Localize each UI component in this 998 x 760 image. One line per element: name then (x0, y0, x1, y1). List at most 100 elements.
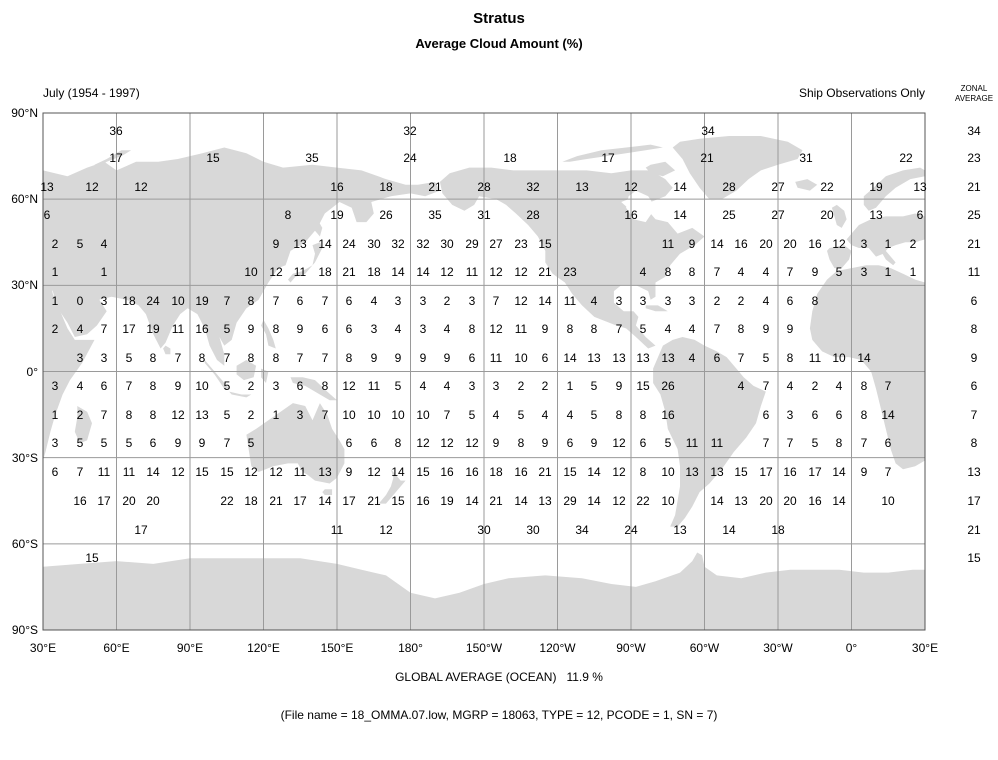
grid-cell-value: 4 (419, 379, 427, 393)
grid-cell-value: 29 (563, 494, 577, 508)
lat-axis-label: 60°S (11, 536, 38, 551)
grid-cell-value: 9 (811, 265, 819, 279)
grid-cell-value: 10 (391, 408, 405, 422)
grid-cell-value: 15 (734, 465, 748, 479)
grid-cell-value: 10 (514, 351, 528, 365)
grid-cell-value: 14 (857, 351, 871, 365)
grid-cell-value: 22 (820, 180, 834, 194)
grid-cell-value: 13 (587, 351, 601, 365)
grid-cell-value: 7 (860, 436, 868, 450)
grid-cell-value: 6 (713, 351, 721, 365)
grid-cell-value: 11 (330, 523, 344, 537)
grid-cell-value: 30 (526, 523, 540, 537)
grid-cell-value: 5 (247, 436, 255, 450)
grid-cell-value: 2 (811, 379, 819, 393)
grid-cell-value: 24 (146, 294, 160, 308)
grid-cell-value: 9 (174, 379, 182, 393)
lon-axis-label: 30°E (29, 641, 57, 655)
grid-cell-value: 36 (109, 124, 123, 138)
grid-cell-value: 26 (379, 208, 393, 222)
grid-cell-value: 7 (713, 265, 721, 279)
grid-cell-value: 6 (370, 436, 378, 450)
grid-cell-value: 7 (100, 322, 108, 336)
grid-cell-value: 21 (489, 494, 503, 508)
grid-cell-value: 14 (832, 465, 846, 479)
zonal-average-value: 6 (970, 294, 978, 308)
grid-cell-value: 25 (722, 208, 736, 222)
grid-cell-value: 16 (416, 494, 430, 508)
grid-cell-value: 11 (465, 265, 479, 279)
grid-cell-value: 2 (517, 379, 525, 393)
grid-cell-value: 4 (541, 408, 549, 422)
grid-cell-value: 11 (661, 237, 675, 251)
grid-cell-value: 9 (247, 322, 255, 336)
grid-cell-value: 9 (370, 351, 378, 365)
lat-axis-label: 60°N (11, 192, 38, 207)
grid-cell-value: 8 (517, 436, 525, 450)
grid-cell-value: 23 (563, 265, 577, 279)
grid-cell-value: 9 (688, 237, 696, 251)
zonal-average-value: 23 (967, 151, 981, 165)
grid-cell-value: 17 (601, 151, 615, 165)
grid-cell-value: 28 (526, 208, 540, 222)
zonal-average-value: 34 (967, 124, 981, 138)
grid-cell-value: 16 (330, 180, 344, 194)
grid-cell-value: 12 (514, 294, 528, 308)
grid-cell-value: 12 (624, 180, 638, 194)
grid-cell-value: 20 (783, 494, 797, 508)
grid-cell-value: 20 (820, 208, 834, 222)
grid-cell-value: 8 (737, 322, 745, 336)
page-title: Stratus (473, 10, 525, 27)
grid-cell-value: 14 (514, 494, 528, 508)
grid-cell-value: 9 (590, 436, 598, 450)
grid-cell-value: 8 (860, 379, 868, 393)
grid-cell-value: 4 (394, 322, 402, 336)
grid-cell-value: 15 (206, 151, 220, 165)
grid-cell-value: 3 (51, 379, 59, 393)
grid-cell-value: 6 (566, 436, 574, 450)
grid-cell-value: 9 (419, 351, 427, 365)
grid-cell-value: 14 (587, 494, 601, 508)
grid-cell-value: 14 (673, 180, 687, 194)
grid-cell-value: 8 (247, 294, 255, 308)
grid-cell-value: 21 (538, 265, 552, 279)
grid-cell-value: 6 (296, 379, 304, 393)
grid-cell-value: 6 (811, 408, 819, 422)
grid-cell-value: 26 (661, 379, 675, 393)
grid-cell-value: 22 (899, 151, 913, 165)
lon-axis-label: 0° (845, 641, 858, 655)
grid-cell-value: 35 (428, 208, 442, 222)
grid-cell-value: 9 (394, 351, 402, 365)
grid-cell-value: 20 (759, 237, 773, 251)
grid-cell-value: 14 (318, 494, 332, 508)
grid-cell-value: 27 (771, 208, 785, 222)
grid-cell-value: 7 (443, 408, 451, 422)
zonal-average-value: 13 (967, 465, 981, 479)
grid-cell-value: 13 (195, 408, 209, 422)
grid-cell-value: 6 (786, 294, 794, 308)
grid-cell-value: 8 (590, 322, 598, 336)
grid-cell-value: 9 (174, 436, 182, 450)
grid-cell-value: 18 (503, 151, 517, 165)
grid-cell-value: 32 (416, 237, 430, 251)
lon-axis-label: 150°E (320, 641, 354, 655)
grid-cell-value: 16 (465, 465, 479, 479)
grid-cell-value: 20 (122, 494, 136, 508)
grid-cell-value: 2 (737, 294, 745, 308)
grid-cell-value: 27 (771, 180, 785, 194)
grid-cell-value: 17 (342, 494, 356, 508)
grid-cell-value: 4 (688, 322, 696, 336)
grid-cell-value: 21 (342, 265, 356, 279)
grid-cell-value: 18 (489, 465, 503, 479)
grid-cell-value: 14 (391, 465, 405, 479)
grid-cell-value: 13 (869, 208, 883, 222)
grid-cell-value: 12 (489, 322, 503, 336)
grid-cell-value: 1 (884, 265, 892, 279)
lon-axis-label: 30°E (911, 641, 939, 655)
grid-cell-value: 3 (272, 379, 280, 393)
grid-cell-value: 9 (786, 322, 794, 336)
grid-cell-value: 3 (860, 237, 868, 251)
grid-cell-value: 3 (786, 408, 794, 422)
